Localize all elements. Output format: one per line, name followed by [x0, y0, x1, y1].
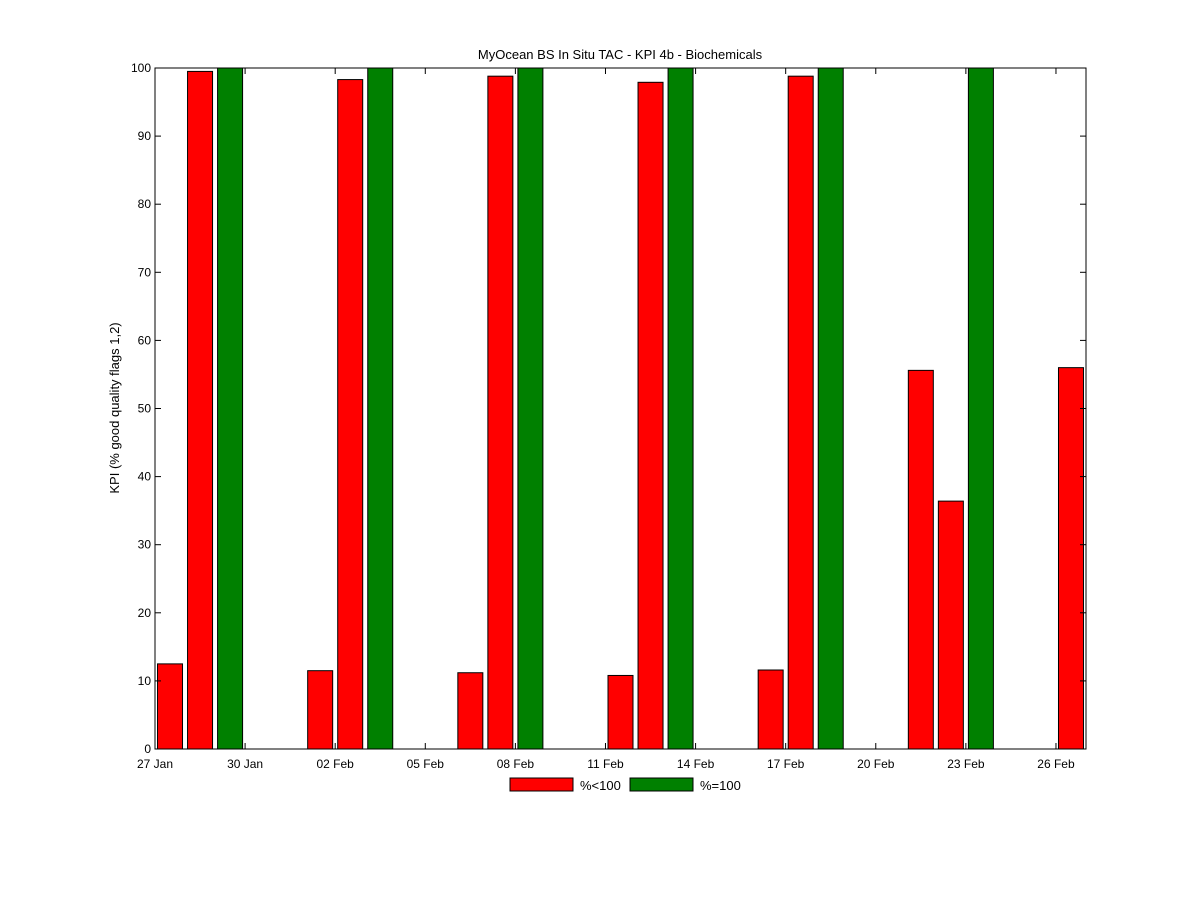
bar-2013-02-03	[367, 67, 394, 750]
legend-label-0: %<100	[580, 778, 621, 793]
y-tick-label: 100	[131, 61, 151, 75]
x-tick-label: 08 Feb	[497, 757, 535, 771]
bar-2013-01-28	[187, 70, 214, 750]
y-tick-label: 20	[138, 606, 152, 620]
x-tick-label: 05 Feb	[407, 757, 445, 771]
bar-2013-02-17	[787, 75, 814, 750]
y-tick-label: 70	[138, 265, 152, 279]
y-tick-label: 60	[138, 333, 152, 347]
x-tick-label: 20 Feb	[857, 757, 895, 771]
legend-swatch-0	[509, 777, 574, 792]
x-tick-label: 14 Feb	[677, 757, 715, 771]
x-tick-label: 30 Jan	[227, 757, 263, 771]
y-tick-label: 0	[144, 742, 151, 756]
bar-2013-01-29	[217, 67, 244, 750]
bar-2013-02-22	[937, 500, 964, 750]
y-tick-label: 50	[138, 402, 152, 416]
x-tick-label: 26 Feb	[1037, 757, 1075, 771]
bar-2013-02-12	[637, 81, 664, 750]
bar-2013-02-06	[457, 672, 484, 750]
bars-layer	[157, 67, 1084, 750]
x-tick-label: 11 Feb	[587, 757, 624, 771]
x-tick-label: 23 Feb	[947, 757, 985, 771]
legend: %<100 %=100	[509, 777, 741, 793]
y-tick-label: 90	[138, 129, 152, 143]
legend-label-1: %=100	[700, 778, 741, 793]
chart-title: MyOcean BS In Situ TAC - KPI 4b - Bioche…	[478, 47, 763, 62]
y-tick-label: 10	[138, 674, 152, 688]
bar-2013-02-08	[517, 67, 544, 750]
bar-2013-01-27	[157, 663, 184, 750]
bar-2013-02-02	[337, 79, 364, 750]
y-axis-label: KPI (% good quality flags 1,2)	[107, 322, 122, 493]
bar-2013-02-18	[817, 67, 844, 750]
bar-2013-02-26	[1057, 367, 1084, 750]
x-tick-label: 02 Feb	[317, 757, 355, 771]
bar-2013-02-07	[487, 75, 514, 750]
y-tick-label: 30	[138, 538, 152, 552]
ticks-layer: 0 10 20 30 40 50 60 70 80 90 100 27 Jan 30 Jan 02 Feb…	[131, 61, 1086, 771]
bar-2013-02-23	[967, 67, 994, 750]
y-tick-label: 80	[138, 197, 152, 211]
x-tick-label: 27 Jan	[137, 757, 173, 771]
bar-2013-02-11	[607, 674, 634, 750]
bar-2013-02-13	[667, 67, 694, 750]
bar-2013-02-21	[907, 369, 934, 750]
x-tick-label: 17 Feb	[767, 757, 805, 771]
y-tick-label: 40	[138, 470, 152, 484]
bar-2013-02-01	[307, 670, 334, 750]
bar-2013-02-16	[757, 669, 784, 750]
legend-swatch-1	[629, 777, 694, 792]
